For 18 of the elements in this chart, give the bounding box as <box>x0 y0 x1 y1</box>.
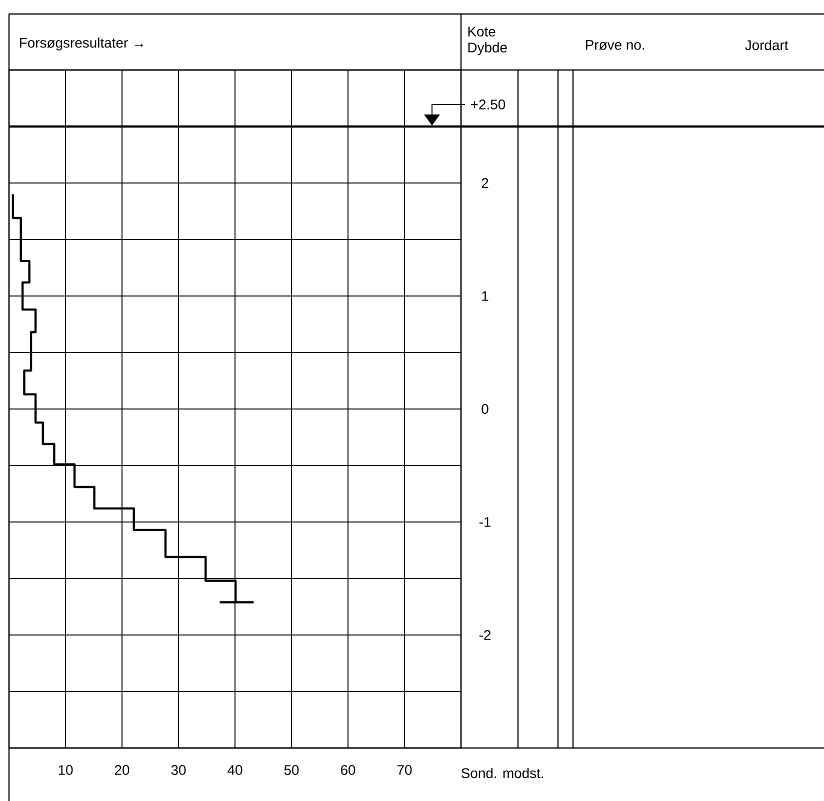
y-tick-label: 1 <box>482 291 488 301</box>
y-tick-label: 0 <box>482 404 488 414</box>
x-tick-label: 60 <box>340 765 356 775</box>
y-tick-label: -2 <box>479 630 491 640</box>
y-tick-label: -1 <box>479 517 491 527</box>
y-axis-title: Kote Dybde <box>468 26 507 56</box>
x-tick-label: 40 <box>228 765 242 775</box>
text: Prøve no. <box>586 40 644 50</box>
x-axis-title: Sond. modst. <box>461 768 544 778</box>
x-tick-label: 30 <box>171 765 186 775</box>
x-tick-label: 20 <box>114 765 130 775</box>
y-tick-label: 2 <box>482 178 488 188</box>
x-tick-label: 10 <box>58 765 73 775</box>
chart-title: Forsøgsresultater → <box>20 37 144 50</box>
text: Jordart <box>745 40 788 50</box>
x-tick-label: 50 <box>284 765 299 775</box>
legend-label: +2.50 <box>471 100 506 110</box>
x-tick-label: 70 <box>397 765 412 775</box>
